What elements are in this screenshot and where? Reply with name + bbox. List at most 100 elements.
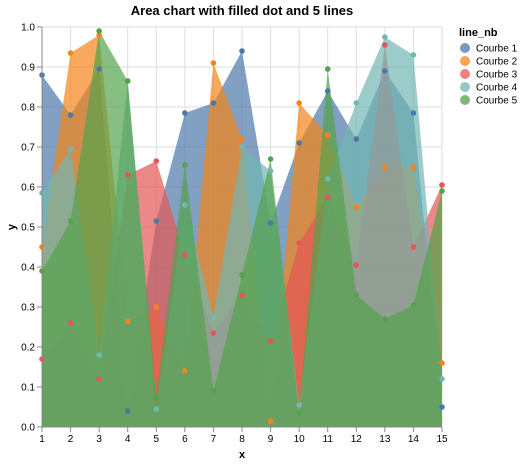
point-courbe-1 [210,100,217,106]
y-tick-label: 0.7 [21,143,35,154]
point-courbe-3 [324,194,331,200]
x-tick-label: 8 [239,434,245,445]
point-courbe-5 [296,410,302,416]
x-tick-label: 5 [154,434,160,445]
legend-label: Courbe 3 [476,70,518,81]
point-courbe-4 [239,144,245,150]
point-courbe-4 [439,376,445,382]
y-tick-label: 1.0 [21,23,35,34]
y-tick-label: 0.2 [21,343,35,354]
point-courbe-1 [353,136,360,142]
point-courbe-3 [210,330,217,336]
plot-area: 1 2 3 4 5 6 7 8 9 10 11 12 13 14 150.00.10.20.30.40.50… [21,23,448,446]
point-courbe-5 [210,388,217,394]
legend-label: Courbe 4 [476,83,518,94]
point-courbe-3 [182,252,188,258]
point-courbe-5 [410,302,417,308]
point-courbe-2 [239,136,245,142]
x-tick-label: 2 [68,434,74,445]
point-courbe-3 [439,182,445,188]
point-courbe-5 [353,292,360,298]
point-courbe-2 [153,304,160,310]
y-tick-label: 0.1 [21,383,35,394]
point-courbe-5 [382,316,388,322]
x-tick-label: 1 [39,434,45,445]
point-courbe-4 [267,168,274,174]
legend-title: line_nb [459,27,498,39]
point-courbe-4 [324,176,331,182]
point-courbe-1 [410,110,417,116]
point-courbe-4 [382,34,388,40]
x-tick-label: 13 [379,434,391,445]
point-courbe-1 [296,140,302,146]
legend-label: Courbe 1 [476,44,518,55]
point-courbe-1 [382,68,388,74]
y-tick-label: 0.9 [21,63,35,74]
point-courbe-1 [267,220,274,226]
point-courbe-3 [239,292,245,298]
legend-swatch [460,56,470,66]
y-tick-label: 0.6 [21,183,35,194]
series-points [39,28,445,424]
legend-swatch [460,95,470,105]
x-tick-label: 6 [182,434,188,445]
point-courbe-4 [182,202,188,208]
point-courbe-5 [182,162,188,168]
point-courbe-4 [296,402,302,408]
x-tick-label: 12 [351,434,363,445]
point-courbe-2 [410,164,417,170]
point-courbe-2 [67,50,74,56]
point-courbe-3 [153,158,160,164]
point-courbe-1 [124,408,131,414]
point-courbe-2 [324,132,331,138]
point-courbe-1 [324,88,331,94]
y-tick-label: 0.5 [21,223,35,234]
legend-swatch [460,43,470,53]
point-courbe-4 [67,146,74,152]
point-courbe-3 [382,42,388,48]
point-courbe-5 [153,394,160,400]
point-courbe-4 [96,352,102,358]
point-courbe-1 [439,404,445,410]
point-courbe-3 [353,262,360,268]
legend: line_nb Courbe 1 Courbe 2 Courbe 3 Courbe 4… [459,27,518,107]
y-tick-label: 0.0 [21,423,35,434]
point-courbe-1 [153,218,160,224]
point-courbe-4 [210,314,217,320]
point-courbe-2 [382,164,388,170]
point-courbe-3 [296,240,302,246]
point-courbe-4 [353,100,360,106]
x-tick-label: 14 [408,434,420,445]
point-courbe-4 [410,52,417,58]
point-courbe-5 [324,66,331,72]
legend-label: Courbe 2 [476,57,518,68]
point-courbe-3 [67,320,74,326]
point-courbe-5 [96,28,102,34]
x-tick-label: 10 [294,434,306,445]
y-axis-title: y [6,223,18,230]
point-courbe-5 [439,188,445,194]
point-courbe-5 [239,272,245,278]
chart-title: Area chart with filled dot and 5 lines [131,3,354,18]
y-tick-label: 0.8 [21,103,35,114]
point-courbe-2 [124,318,131,324]
point-courbe-2 [182,368,188,374]
point-courbe-2 [210,60,217,66]
point-courbe-4 [153,406,160,412]
y-tick-label: 0.3 [21,303,35,314]
point-courbe-3 [410,244,417,250]
point-courbe-1 [239,48,245,54]
legend-label: Courbe 5 [476,96,518,107]
point-courbe-3 [124,172,131,178]
point-courbe-1 [182,110,188,116]
point-courbe-1 [96,66,102,72]
y-tick-label: 0.4 [21,263,35,274]
point-courbe-3 [96,376,102,382]
x-tick-label: 11 [323,434,334,445]
point-courbe-1 [67,112,74,118]
point-courbe-3 [267,338,274,344]
point-courbe-5 [267,156,274,162]
x-tick-label: 3 [96,434,102,445]
axes: 1 2 3 4 5 6 7 8 9 10 11 12 13 14 150.00.10.20.30.40.50… [21,23,448,446]
